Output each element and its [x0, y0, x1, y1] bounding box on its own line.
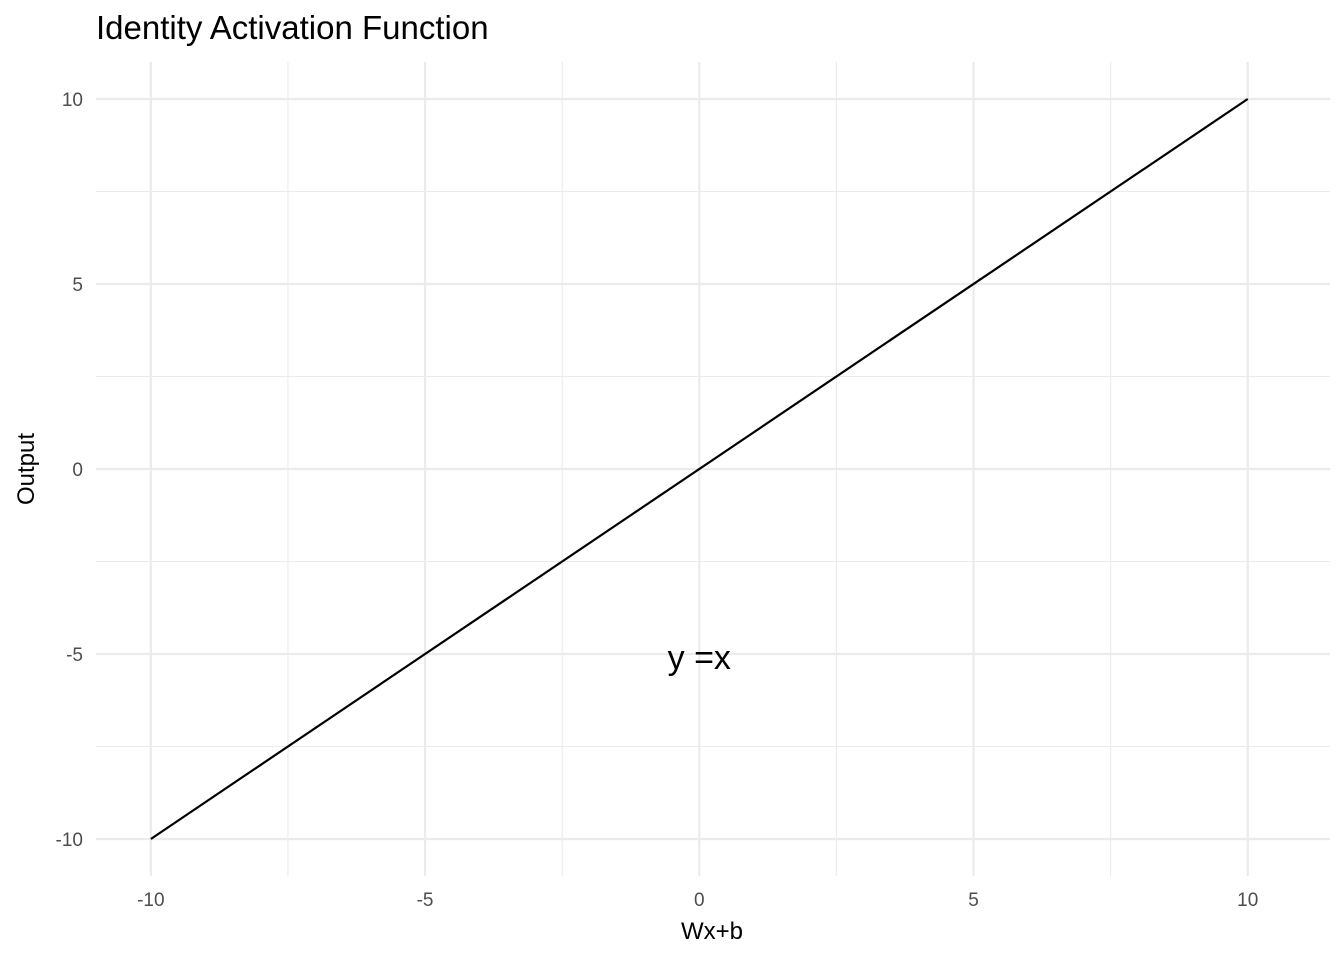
x-tick-label: 0	[694, 890, 705, 911]
chart-title: Identity Activation Function	[96, 9, 489, 46]
annotations: y =x	[668, 639, 731, 677]
x-axis-title: Wx+b	[681, 918, 743, 945]
x-tick-label: 5	[968, 890, 979, 911]
y-tick-label: 0	[72, 460, 83, 481]
grid	[96, 62, 1330, 876]
y-tick-label: -5	[66, 645, 83, 666]
x-tick-label: -10	[137, 890, 164, 911]
y-tick-label: -10	[56, 830, 83, 851]
y-axis-title: Output	[13, 433, 40, 505]
x-tick-label: -5	[417, 890, 434, 911]
x-tick-label: 10	[1237, 890, 1258, 911]
series-layer	[150, 98, 1249, 840]
series-line	[150, 98, 1249, 840]
tick-labels: -10 -5 0 5 10 -10 -5 0 5 10	[56, 90, 1259, 911]
annotation-label: y =x	[668, 639, 731, 677]
y-tick-label: 5	[72, 275, 83, 296]
y-tick-label: 10	[62, 90, 83, 111]
